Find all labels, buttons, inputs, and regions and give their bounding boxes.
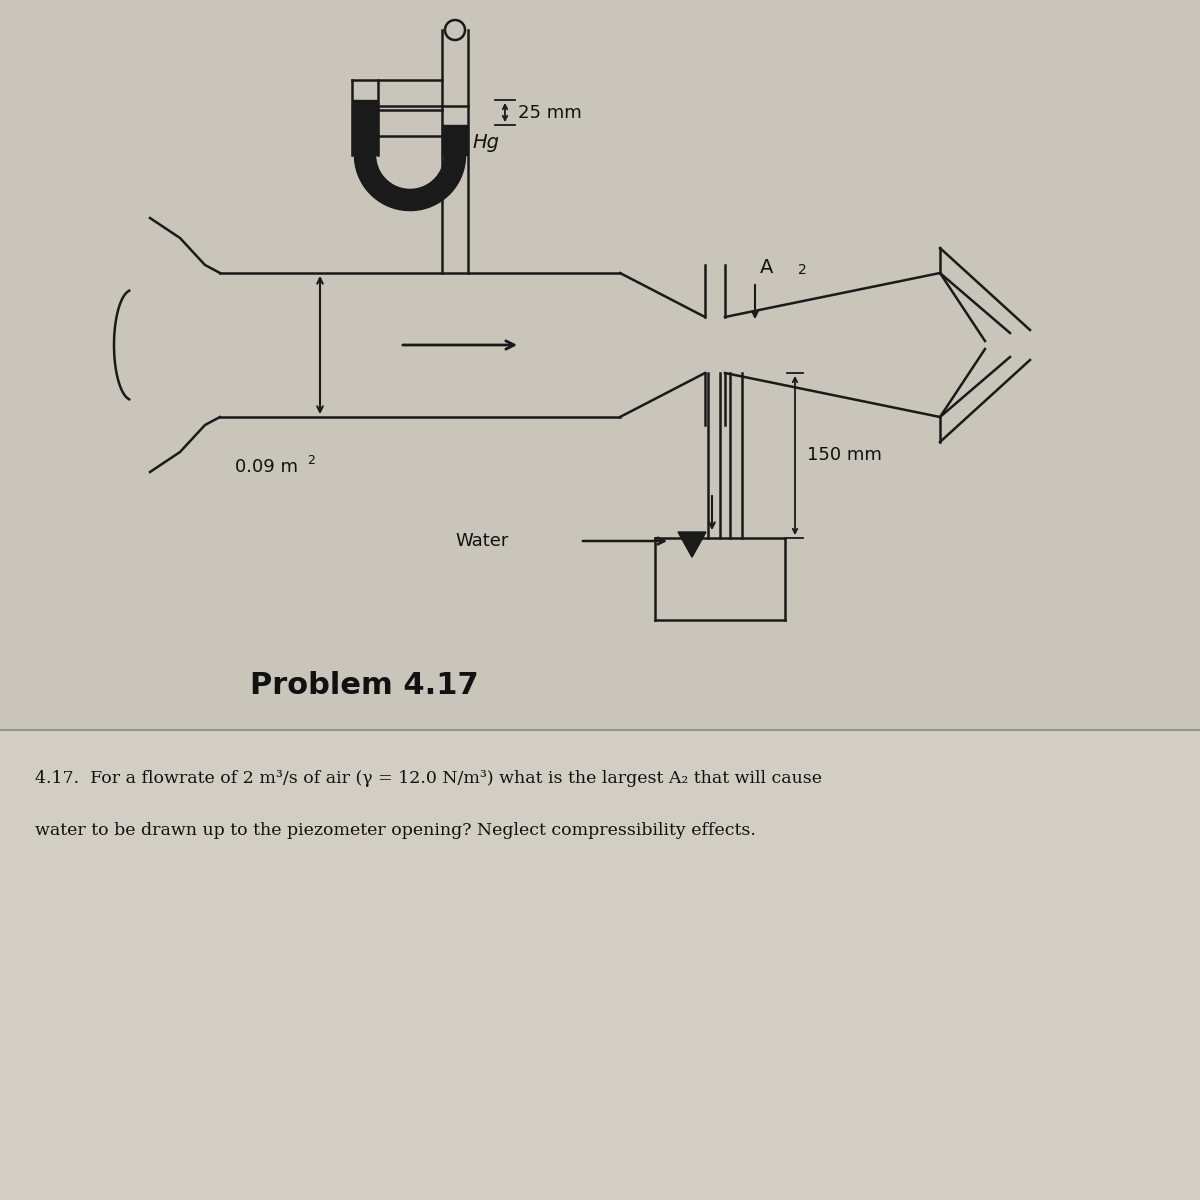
Text: A: A: [760, 258, 773, 277]
Text: Hg: Hg: [472, 133, 499, 152]
Text: 150 mm: 150 mm: [808, 446, 882, 464]
Text: 4.17.  For a flowrate of 2 m³/s of air (γ = 12.0 N/m³) what is the largest A₂ th: 4.17. For a flowrate of 2 m³/s of air (γ…: [35, 770, 822, 787]
Text: 2: 2: [798, 263, 806, 277]
Polygon shape: [678, 532, 706, 557]
Bar: [0, 730, 1200, 1200]
Text: Problem 4.17: Problem 4.17: [250, 671, 479, 700]
Text: Water: Water: [455, 532, 509, 550]
Bar: [352, 100, 378, 155]
Text: 2: 2: [307, 454, 314, 467]
Circle shape: [445, 20, 466, 40]
Polygon shape: [355, 155, 464, 210]
Text: 0.09 m: 0.09 m: [235, 458, 298, 476]
Bar: [442, 125, 468, 155]
Text: 25 mm: 25 mm: [518, 103, 582, 121]
Text: water to be drawn up to the piezometer opening? Neglect compressibility effects.: water to be drawn up to the piezometer o…: [35, 822, 756, 839]
